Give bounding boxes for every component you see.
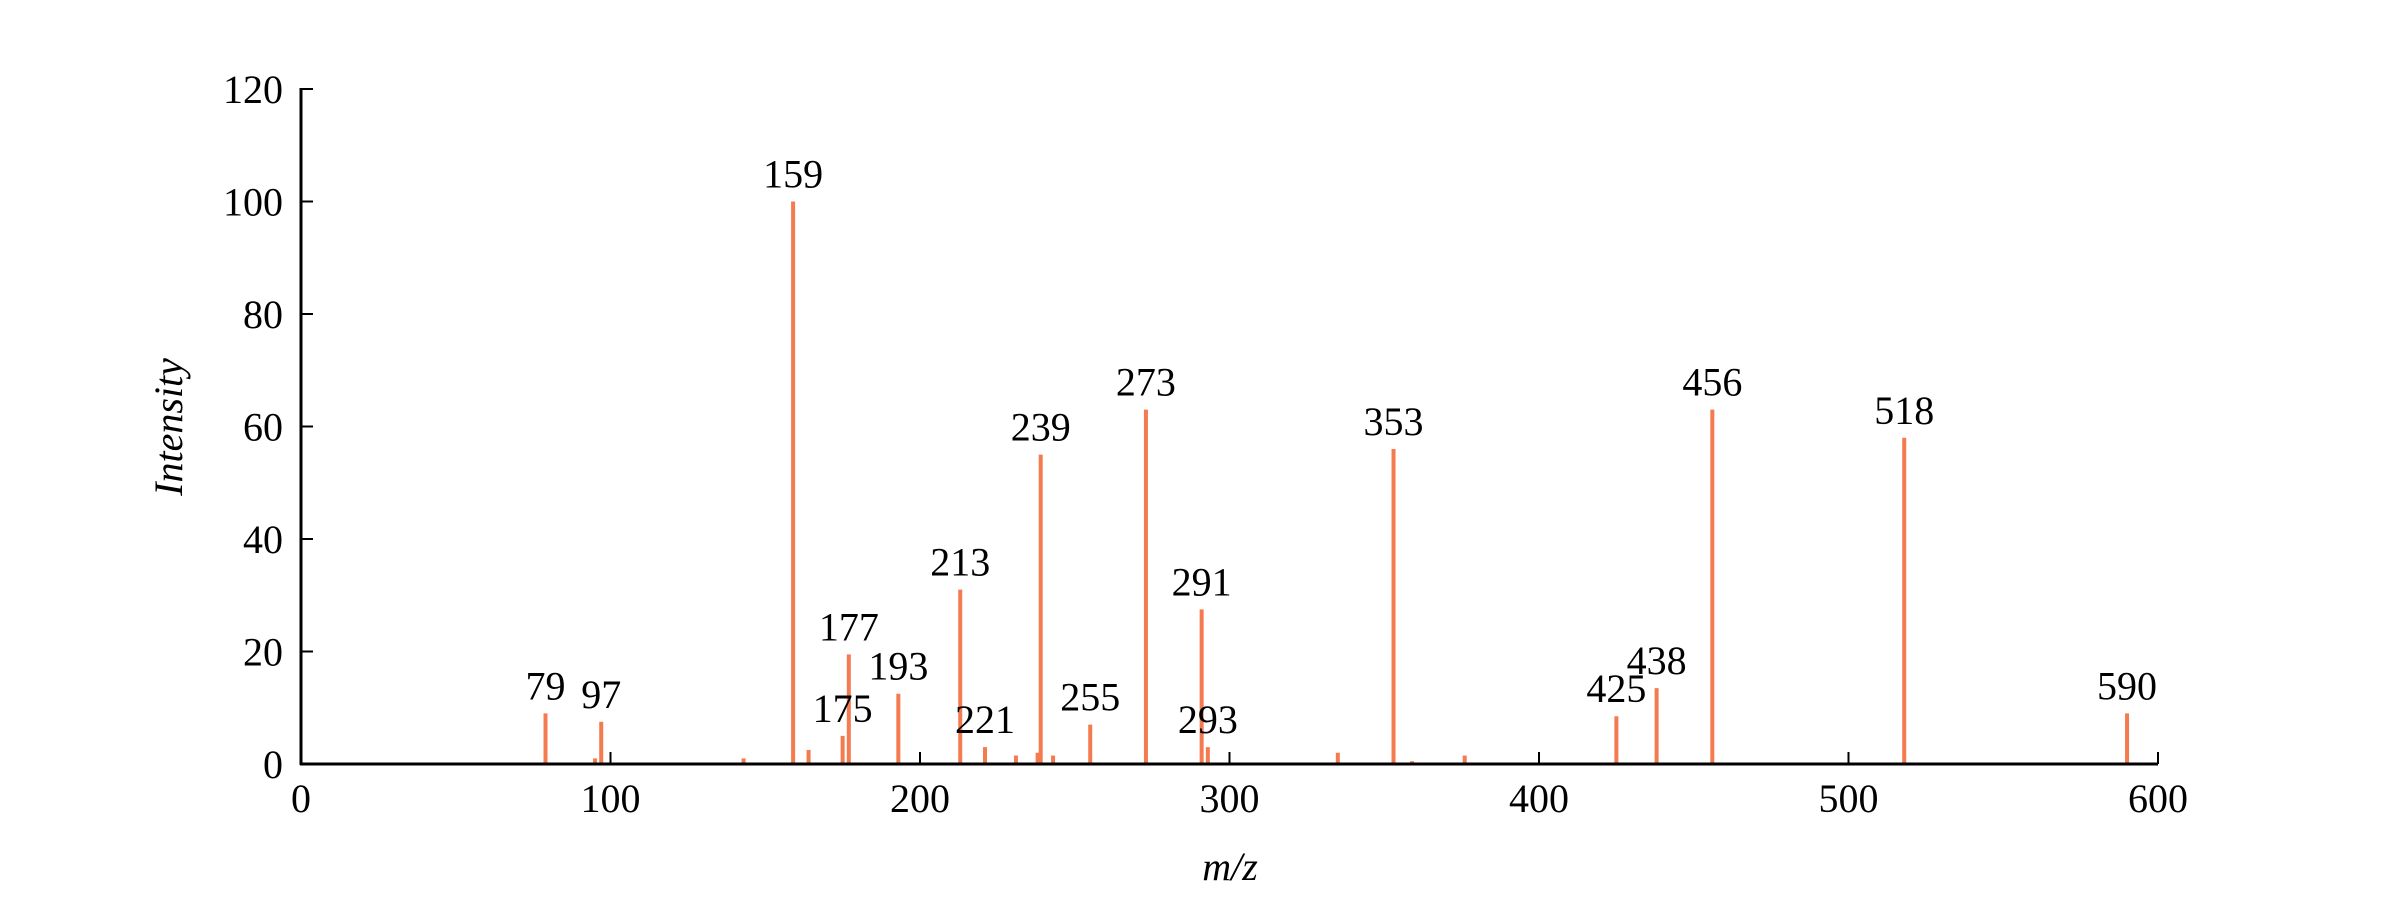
x-axis-label: m/z [1202,844,1258,889]
y-tick-label: 0 [263,742,283,787]
peak-label: 590 [2097,663,2157,708]
peak-label: 193 [868,644,928,689]
x-tick-label: 0 [291,776,311,821]
peak-label: 239 [1011,405,1071,450]
peak-label: 177 [819,604,879,649]
peak-label: 293 [1178,697,1238,742]
x-tick-label: 400 [1509,776,1569,821]
y-tick-label: 120 [223,67,283,112]
peak-label: 518 [1874,388,1934,433]
peak-label: 175 [813,686,873,731]
y-tick-label: 80 [243,292,283,337]
peak-label: 291 [1172,559,1232,604]
peak-label: 273 [1116,360,1176,405]
y-tick-label: 40 [243,517,283,562]
peak-label: 255 [1060,675,1120,720]
x-tick-label: 500 [1819,776,1879,821]
peak-label: 353 [1364,399,1424,444]
peak-label: 159 [763,152,823,197]
x-tick-label: 600 [2128,776,2188,821]
y-tick-label: 60 [243,405,283,450]
x-tick-label: 300 [1200,776,1260,821]
peak-label: 79 [526,663,566,708]
peak-label: 221 [955,697,1015,742]
peak-label: 456 [1682,360,1742,405]
peak-label: 213 [930,540,990,585]
x-tick-label: 200 [890,776,950,821]
x-tick-label: 100 [581,776,641,821]
peak-label: 97 [581,672,621,717]
peak-label: 425 [1586,666,1646,711]
y-axis-label: Intensity [146,358,191,497]
peak-label: 438 [1627,638,1687,683]
y-tick-label: 100 [223,180,283,225]
y-tick-label: 20 [243,630,283,675]
